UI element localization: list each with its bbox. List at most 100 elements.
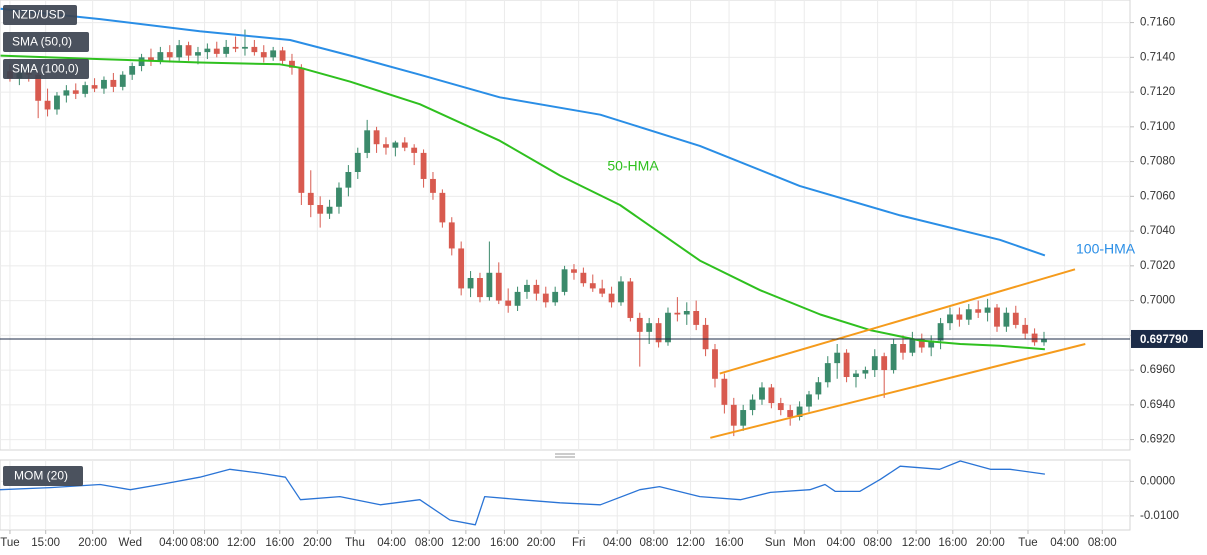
- momentum-line: [0, 460, 1045, 526]
- x-tick-label: 16:00: [715, 537, 744, 549]
- candle-body: [1012, 312, 1019, 325]
- panel-divider-handle[interactable]: [555, 453, 575, 458]
- candle-body: [514, 291, 521, 306]
- x-tick-label: 04:00: [159, 537, 188, 549]
- candle-body: [665, 312, 671, 343]
- candle-body: [486, 272, 493, 298]
- candle-body: [975, 309, 982, 313]
- candle-body: [82, 85, 89, 94]
- candle-body: [787, 410, 794, 417]
- x-tick-label: Mon: [793, 537, 815, 549]
- candle-body: [195, 52, 201, 56]
- channel-line: [719, 268, 1076, 375]
- x-tick-label: 12:00: [902, 537, 931, 549]
- candle-body: [1031, 333, 1038, 343]
- candle-body: [166, 52, 173, 58]
- candle-body: [984, 307, 991, 313]
- candle-body: [627, 281, 634, 318]
- x-tick-label: 04:00: [1050, 537, 1079, 549]
- y-tick-label: -0.0100: [1140, 510, 1179, 522]
- candle-body: [101, 79, 107, 89]
- x-tick-label: Tue: [1018, 537, 1037, 549]
- candle-body: [636, 317, 643, 332]
- candle-body: [937, 323, 944, 341]
- candle-body: [223, 46, 230, 54]
- candle-body: [63, 90, 70, 96]
- candle-body: [900, 344, 906, 353]
- x-tick-label: 12:00: [676, 537, 705, 549]
- x-tick-label: 04:00: [377, 537, 406, 549]
- candle-body: [176, 45, 183, 58]
- x-tick-label: 08:00: [1088, 537, 1117, 549]
- y-tick-label: 0.6960: [1140, 364, 1175, 376]
- candle-body: [702, 324, 709, 350]
- legend-entry[interactable]: SMA (100,0): [12, 62, 79, 76]
- x-tick-label: 12:00: [227, 537, 256, 549]
- y-tick-label: 0.0000: [1140, 475, 1175, 487]
- legend-box[interactable]: [3, 59, 89, 79]
- candle-body: [44, 100, 51, 110]
- x-tick-label: Thu: [345, 537, 365, 549]
- candle-body: [336, 187, 342, 207]
- candle-body: [730, 404, 737, 426]
- candle-body: [552, 291, 559, 303]
- candle-body: [204, 48, 211, 53]
- candle-body: [862, 370, 869, 374]
- candle-body: [994, 307, 1000, 327]
- candle-body: [289, 60, 295, 68]
- candle-body: [712, 349, 718, 379]
- x-tick-label: Fri: [572, 537, 585, 549]
- price-panel: [0, 0, 1131, 451]
- line-annotation: 100-HMA: [1076, 241, 1136, 257]
- candle-body: [448, 222, 455, 249]
- x-tick-label: 16:00: [938, 537, 967, 549]
- candle-body: [824, 363, 831, 383]
- candle-body: [721, 378, 728, 405]
- candle-body: [119, 74, 126, 87]
- candle-body: [1022, 324, 1029, 334]
- candle-body: [354, 152, 361, 173]
- candle-body: [157, 52, 164, 61]
- y-tick-label: 0.7060: [1140, 190, 1175, 202]
- x-tick-label: 08:00: [190, 537, 219, 549]
- chart-title[interactable]: NZD/USD: [12, 8, 66, 22]
- legend-entry[interactable]: SMA (50,0): [12, 35, 72, 49]
- x-tick-label: Wed: [119, 537, 142, 549]
- candle-body: [260, 52, 267, 58]
- candle-body: [439, 192, 446, 223]
- candle-body: [881, 356, 888, 371]
- candle-body: [533, 284, 540, 294]
- candle-body: [110, 79, 117, 87]
- candle-body: [796, 406, 803, 417]
- last-price-tag: [1131, 329, 1203, 348]
- candle-body: [918, 338, 925, 348]
- candle-body: [890, 344, 897, 371]
- candle-body: [589, 283, 596, 289]
- candle-body: [683, 311, 690, 315]
- y-tick-label: 0.7140: [1140, 51, 1175, 63]
- candle-body: [345, 172, 352, 188]
- y-tick-label: 0.6940: [1140, 399, 1175, 411]
- candle-body: [495, 272, 502, 301]
- x-tick-label: 15:00: [31, 537, 60, 549]
- legend-box[interactable]: [3, 32, 89, 52]
- last-price-label: 0.697790: [1140, 334, 1188, 346]
- line-annotation: 50-HMA: [607, 158, 659, 174]
- candle-body: [317, 205, 324, 214]
- candle-body: [768, 387, 775, 404]
- hma-line: [0, 54, 1045, 351]
- legend-box[interactable]: [3, 5, 77, 25]
- candle-body: [364, 130, 371, 153]
- x-tick-label: Tue: [0, 537, 19, 549]
- candle-body: [477, 277, 483, 298]
- candle-body: [91, 85, 98, 89]
- y-tick-label: 0.7160: [1140, 17, 1175, 29]
- candle-body: [242, 46, 248, 49]
- candle-body: [35, 74, 42, 101]
- y-tick-label: 0.7120: [1140, 86, 1175, 98]
- candle-body: [655, 323, 662, 343]
- candle-body: [1003, 312, 1010, 327]
- candle-body: [956, 314, 963, 320]
- candle-body: [505, 300, 512, 306]
